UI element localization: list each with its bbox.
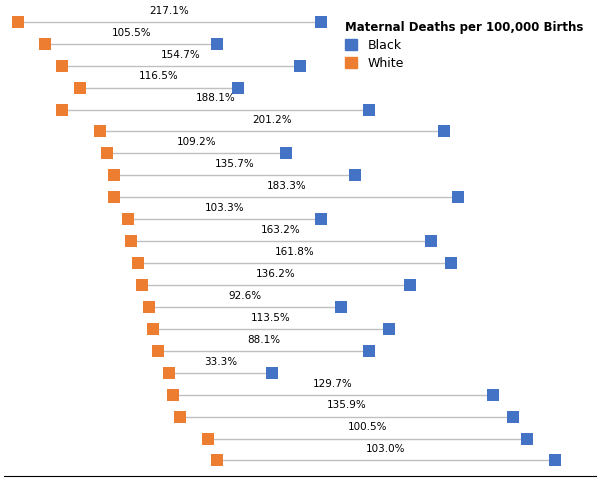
Text: 103.3%: 103.3% — [205, 203, 244, 213]
Point — [75, 84, 85, 91]
Point — [550, 456, 559, 464]
Text: 188.1%: 188.1% — [196, 94, 235, 103]
Point — [212, 40, 222, 48]
Point — [126, 237, 136, 245]
Text: 103.0%: 103.0% — [366, 444, 406, 455]
Point — [508, 413, 518, 420]
Point — [316, 18, 325, 25]
Point — [103, 150, 112, 157]
Point — [488, 391, 497, 398]
Text: 33.3%: 33.3% — [205, 357, 238, 367]
Point — [364, 347, 374, 355]
Text: 92.6%: 92.6% — [229, 291, 262, 301]
Point — [57, 106, 67, 113]
Text: 154.7%: 154.7% — [161, 49, 201, 60]
Text: 135.9%: 135.9% — [327, 400, 367, 410]
Point — [148, 325, 158, 333]
Text: 113.5%: 113.5% — [251, 313, 291, 323]
Point — [164, 369, 174, 377]
Point — [144, 303, 154, 311]
Text: 88.1%: 88.1% — [247, 335, 280, 345]
Point — [405, 281, 415, 289]
Text: 100.5%: 100.5% — [347, 422, 387, 432]
Point — [440, 128, 449, 135]
Point — [57, 62, 67, 70]
Point — [137, 281, 146, 289]
Point — [123, 216, 133, 223]
Point — [109, 193, 119, 201]
Point — [364, 106, 374, 113]
Text: 105.5%: 105.5% — [112, 27, 151, 37]
Text: 161.8%: 161.8% — [275, 247, 314, 257]
Text: 136.2%: 136.2% — [256, 269, 296, 279]
Text: 116.5%: 116.5% — [139, 72, 179, 82]
Text: 201.2%: 201.2% — [253, 115, 292, 125]
Point — [154, 347, 163, 355]
Legend: Black, White: Black, White — [339, 15, 590, 76]
Point — [446, 259, 456, 267]
Point — [169, 391, 178, 398]
Text: 163.2%: 163.2% — [261, 225, 301, 235]
Text: 135.7%: 135.7% — [215, 159, 254, 169]
Point — [281, 150, 291, 157]
Point — [233, 84, 243, 91]
Point — [522, 435, 532, 443]
Point — [426, 237, 436, 245]
Point — [133, 259, 142, 267]
Point — [316, 216, 325, 223]
Point — [203, 435, 212, 443]
Text: 217.1%: 217.1% — [149, 6, 189, 16]
Point — [337, 303, 346, 311]
Point — [41, 40, 50, 48]
Text: 129.7%: 129.7% — [313, 379, 353, 388]
Point — [350, 171, 360, 179]
Point — [13, 18, 23, 25]
Point — [109, 171, 119, 179]
Text: 183.3%: 183.3% — [266, 181, 306, 191]
Point — [95, 128, 105, 135]
Point — [212, 456, 222, 464]
Point — [175, 413, 185, 420]
Text: 109.2%: 109.2% — [177, 137, 217, 147]
Point — [385, 325, 394, 333]
Point — [268, 369, 277, 377]
Point — [295, 62, 305, 70]
Point — [454, 193, 463, 201]
